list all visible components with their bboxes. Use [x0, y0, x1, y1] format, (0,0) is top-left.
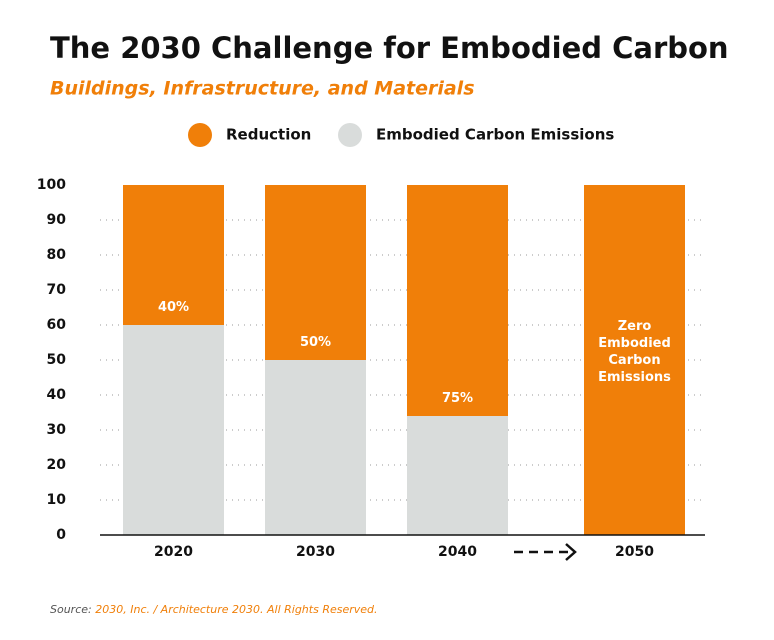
y-tick-label: 100	[37, 177, 66, 193]
x-tick-label: 2050	[615, 544, 654, 560]
bar-segment	[407, 416, 508, 535]
bar-segment	[265, 360, 366, 535]
annotation: 50%	[299, 335, 332, 350]
y-tick-label: 60	[47, 317, 67, 333]
source-text: 2030, Inc. / Architecture 2030. All Righ…	[95, 603, 377, 616]
legend-label: Embodied Carbon Emissions	[376, 126, 614, 144]
y-tick-label: 40	[47, 387, 67, 403]
annotation: 40%	[157, 300, 190, 315]
legend-swatch	[338, 123, 362, 147]
x-tick-label: 2020	[154, 544, 193, 560]
bar-segment	[123, 325, 224, 535]
x-tick-label: 2040	[438, 544, 477, 560]
y-tick-label: 70	[47, 282, 67, 298]
legend-swatch	[188, 123, 212, 147]
chart-subtitle: Buildings, Infrastructure, and Materials	[50, 78, 475, 100]
source: Source: 2030, Inc. / Architecture 2030. …	[50, 603, 378, 616]
bar-segment	[584, 185, 685, 535]
bar-segment	[265, 185, 366, 360]
x-tick-label: 2030	[296, 544, 335, 560]
y-tick-label: 10	[47, 492, 67, 508]
source-label: Source:	[50, 603, 92, 616]
y-tick-label: 90	[47, 212, 67, 228]
bar-segment	[407, 185, 508, 416]
y-tick-label: 80	[47, 247, 67, 263]
legend-label: Reduction	[226, 126, 311, 144]
y-tick-label: 50	[47, 352, 67, 368]
y-tick-label: 20	[47, 457, 67, 473]
y-tick-label: 30	[47, 422, 67, 438]
bar-segment	[123, 185, 224, 325]
chart-title: The 2030 Challenge for Embodied Carbon	[50, 31, 729, 65]
annotation: Zero Embodied Carbon Emissions	[598, 319, 671, 385]
y-tick-label: 0	[56, 527, 66, 543]
arrow	[514, 543, 577, 561]
annotation: 75%	[441, 391, 474, 406]
arrow-head	[565, 543, 577, 561]
